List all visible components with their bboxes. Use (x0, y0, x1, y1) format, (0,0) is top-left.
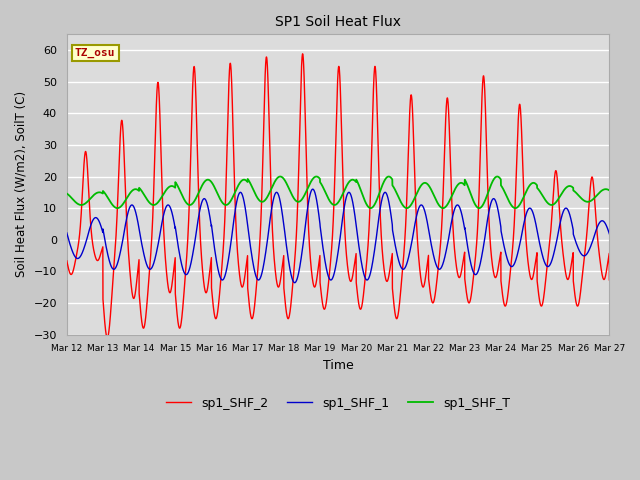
sp1_SHF_T (430, 192, 438, 198)
sp1_SHF_2 (104, 335, 111, 340)
sp1_SHF_1 (318, 238, 326, 243)
sp1_SHF_2 (605, 277, 613, 283)
sp1_SHF_2 (63, 258, 70, 264)
sp1_SHF_T (605, 188, 613, 193)
sp1_SHF_2 (299, 51, 307, 57)
Legend: sp1_SHF_2, sp1_SHF_1, sp1_SHF_T: sp1_SHF_2, sp1_SHF_1, sp1_SHF_T (161, 392, 515, 415)
X-axis label: Time: Time (323, 359, 353, 372)
sp1_SHF_T (491, 175, 499, 181)
sp1_SHF_2 (460, 254, 468, 260)
Y-axis label: Soil Heat Flux (W/m2), SoilT (C): Soil Heat Flux (W/m2), SoilT (C) (15, 91, 28, 277)
sp1_SHF_1 (491, 196, 499, 202)
sp1_SHF_T (113, 205, 121, 211)
Title: SP1 Soil Heat Flux: SP1 Soil Heat Flux (275, 15, 401, 29)
sp1_SHF_1 (309, 186, 317, 192)
sp1_SHF_1 (63, 230, 70, 236)
sp1_SHF_1 (460, 221, 468, 227)
sp1_SHF_1 (161, 209, 168, 215)
sp1_SHF_T (318, 182, 326, 188)
sp1_SHF_2 (430, 299, 438, 304)
sp1_SHF_2 (161, 240, 168, 246)
Line: sp1_SHF_T: sp1_SHF_T (67, 177, 609, 208)
sp1_SHF_2 (318, 297, 326, 302)
sp1_SHF_1 (605, 231, 613, 237)
Line: sp1_SHF_1: sp1_SHF_1 (67, 189, 609, 283)
sp1_SHF_1 (430, 253, 438, 259)
sp1_SHF_1 (605, 229, 612, 235)
sp1_SHF_T (63, 191, 70, 196)
sp1_SHF_T (460, 181, 468, 187)
sp1_SHF_2 (491, 274, 499, 279)
sp1_SHF_2 (605, 252, 612, 258)
Line: sp1_SHF_2: sp1_SHF_2 (67, 54, 609, 337)
Text: TZ_osu: TZ_osu (75, 48, 115, 58)
sp1_SHF_1 (291, 280, 298, 286)
sp1_SHF_T (161, 190, 168, 195)
sp1_SHF_T (276, 174, 284, 180)
sp1_SHF_T (605, 187, 612, 193)
